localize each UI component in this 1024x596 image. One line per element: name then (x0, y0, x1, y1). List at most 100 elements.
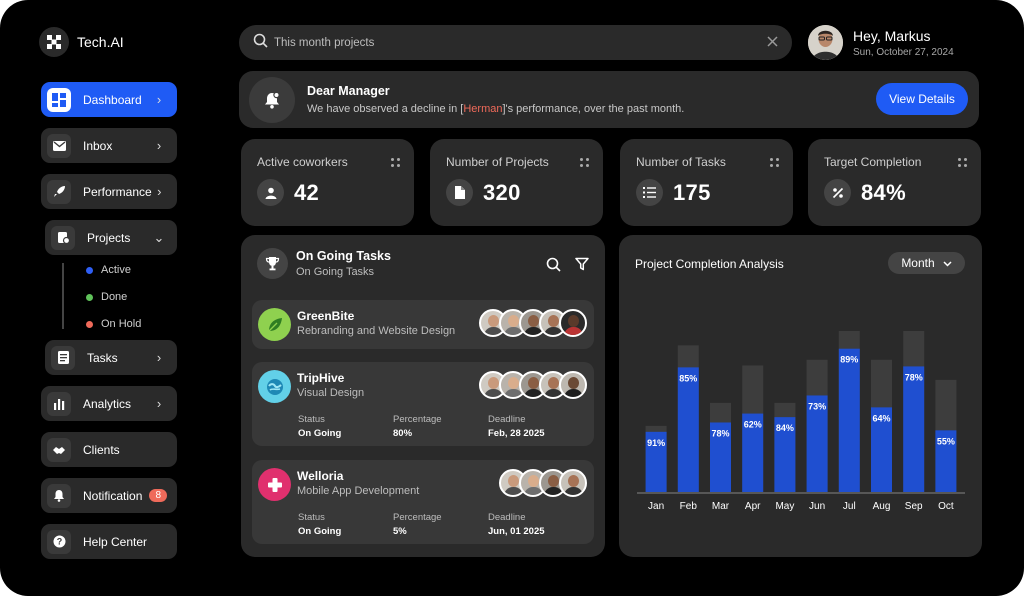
filter-icon[interactable] (575, 257, 589, 277)
sidebar-item-help-center[interactable]: ? Help Center (41, 524, 177, 559)
sidebar-item-projects[interactable]: Projects ⌄ (45, 220, 177, 255)
submenu-line (62, 263, 64, 329)
panel-title: On Going Tasks (296, 249, 391, 263)
mail-icon (47, 133, 71, 158)
tick-label: Jun (809, 501, 825, 512)
message-text: We have observed a decline in [ (307, 103, 464, 115)
data-label: 78% (711, 428, 729, 438)
bar-completed (677, 367, 699, 492)
search-input[interactable]: This month projects (274, 36, 375, 49)
tasks-icon (51, 345, 75, 370)
message-text: ]'s performance, over the past month. (502, 103, 685, 115)
banner-title: Dear Manager (307, 84, 390, 98)
data-label: 89% (840, 355, 858, 365)
sidebar-item-notification[interactable]: Notification 8 (41, 478, 177, 513)
rocket-icon (47, 179, 71, 204)
project-status-active[interactable]: Active (86, 264, 131, 276)
projects-icon (51, 225, 75, 250)
data-label: 91% (647, 438, 665, 448)
bar-completed (645, 431, 667, 492)
search-icon[interactable] (546, 257, 561, 277)
chevron-right-icon: › (156, 396, 162, 411)
drag-handle-icon[interactable] (580, 158, 589, 167)
tick-label: May (775, 501, 794, 512)
status-label: Active (101, 264, 131, 276)
status-label: Status (298, 414, 325, 425)
status-label: On Hold (101, 318, 142, 330)
chevron-right-icon: › (156, 92, 162, 107)
period-value: Month (901, 256, 935, 270)
chevron-right-icon: › (156, 350, 162, 365)
document-icon (446, 179, 473, 206)
stat-value: 320 (483, 179, 521, 205)
task-name: Welloria (297, 469, 344, 483)
bar-completed (903, 366, 925, 492)
project-status-done[interactable]: Done (86, 291, 127, 303)
sidebar-item-performance[interactable]: Performance › (41, 174, 177, 209)
view-details-button[interactable]: View Details (876, 83, 968, 115)
help-icon: ? (47, 529, 71, 554)
bar-completed (806, 395, 828, 492)
user-profile[interactable]: Hey, Markus Sun, October 27, 2024 (808, 25, 954, 60)
avatar (559, 371, 587, 399)
sidebar-item-label: Notification (83, 488, 143, 503)
data-label: 78% (905, 372, 923, 382)
bar-completed (871, 407, 892, 492)
sidebar-item-clients[interactable]: Clients (41, 432, 177, 467)
sidebar-item-label: Performance (83, 184, 152, 199)
search-bar[interactable]: This month projects (239, 25, 792, 60)
assignee-avatars (479, 371, 587, 399)
status-value: On Going (298, 526, 342, 537)
avatar (559, 309, 587, 337)
task-card-triphive[interactable]: TripHive Visual Design Status On Going P… (252, 362, 594, 446)
checklist-icon (636, 179, 663, 206)
stat-value: 42 (294, 179, 320, 205)
bell-icon (47, 483, 71, 508)
banner-message: We have observed a decline in [Herman]'s… (307, 103, 684, 115)
globe-icon (258, 370, 291, 403)
drag-handle-icon[interactable] (770, 158, 779, 167)
data-label: 55% (937, 436, 955, 446)
percentage-value: 5% (393, 526, 407, 537)
task-card-welloria[interactable]: Welloria Mobile App Development Status O… (252, 460, 594, 544)
close-icon[interactable] (767, 34, 778, 52)
status-dot (86, 266, 93, 274)
bar-completed (774, 417, 796, 492)
drag-handle-icon[interactable] (958, 158, 967, 167)
greeting: Hey, Markus (853, 27, 931, 44)
stat-card-tasks: Number of Tasks 175 (620, 139, 793, 226)
completion-bar-chart: 91% Jan 85% Feb 78% Mar 62% Apr 84% May 73% Jun 89% J… (637, 331, 965, 512)
deadline-value: Jun, 01 2025 (488, 526, 545, 537)
task-card-greenbite[interactable]: GreenBite Rebranding and Website Design (252, 300, 594, 349)
project-status-on-hold[interactable]: On Hold (86, 318, 141, 330)
avatar[interactable] (808, 25, 843, 60)
dashboard-icon (47, 87, 71, 112)
sidebar-item-label: Analytics (83, 396, 132, 411)
data-label: 62% (744, 420, 762, 430)
analytics-icon (47, 391, 71, 416)
tick-label: Feb (680, 501, 698, 512)
sidebar-item-label: Tasks (87, 350, 118, 365)
sidebar-item-tasks[interactable]: Tasks › (45, 340, 177, 375)
search-icon (253, 33, 268, 53)
sidebar-item-inbox[interactable]: Inbox › (41, 128, 177, 163)
deadline-value: Feb, 28 2025 (488, 428, 545, 439)
period-dropdown[interactable]: Month (888, 252, 965, 274)
sidebar-item-dashboard[interactable]: Dashboard › (41, 82, 177, 117)
bar-completed (935, 430, 957, 492)
sidebar-item-label: Projects (87, 230, 131, 245)
data-label: 84% (776, 423, 794, 433)
tick-label: Jul (843, 501, 856, 512)
status-label: Done (101, 291, 128, 303)
assignee-avatars (499, 469, 587, 497)
sidebar-item-analytics[interactable]: Analytics › (41, 386, 177, 421)
stat-card-active-coworkers: Active coworkers 42 (241, 139, 414, 226)
drag-handle-icon[interactable] (391, 158, 400, 167)
assignee-avatars (479, 309, 587, 337)
deadline-label: Deadline (488, 512, 526, 523)
stat-card-projects: Number of Projects 320 (430, 139, 603, 226)
project-completion-panel: 91% Jan 85% Feb 78% Mar 62% Apr 84% May 73% Jun 89% J… (619, 235, 982, 557)
tick-label: Mar (712, 501, 730, 512)
percentage-label: Percentage (393, 414, 442, 425)
task-name: TripHive (297, 371, 345, 385)
